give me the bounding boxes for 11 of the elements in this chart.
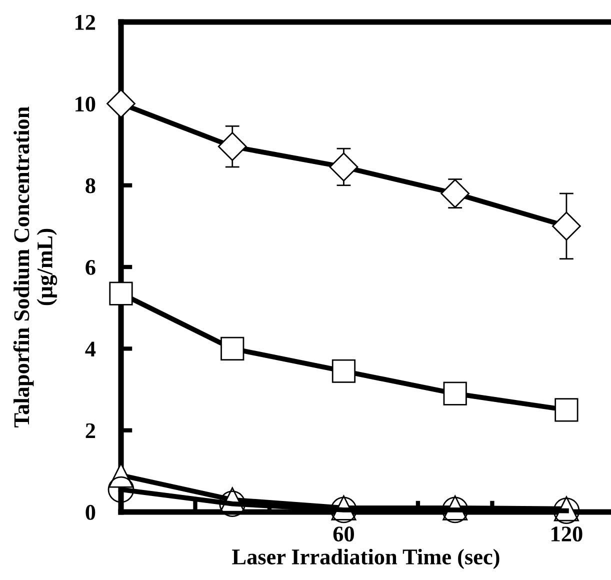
x-tick-label: 60 [333,526,354,542]
x-tick-label: 120 [552,526,582,542]
y-tick-label: 12 [76,14,96,30]
x-axis-title: Laser Irradiation Time (sec) [232,548,500,569]
y-tick-label: 2 [86,423,96,438]
y-axis-title: Talaporfin Sodium Concentration (µg/mL) [13,106,58,428]
y-tick-label: 10 [76,96,96,112]
y-tick-label: 6 [86,260,96,275]
y-tick-label: 8 [86,178,96,194]
y-tick-label: 4 [85,342,96,356]
y-tick-label: 0 [86,504,96,520]
